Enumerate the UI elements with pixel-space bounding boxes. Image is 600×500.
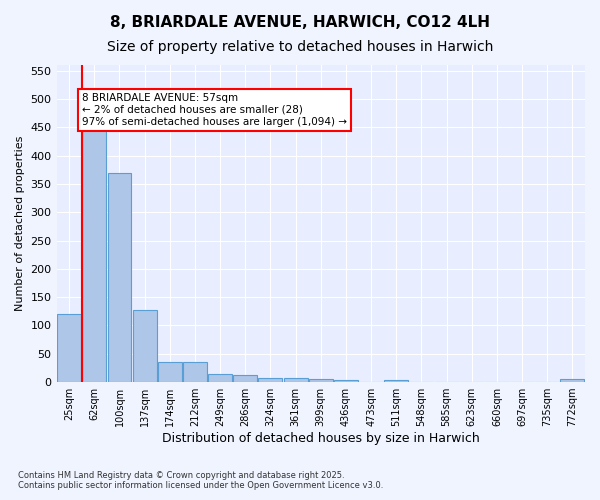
Text: Size of property relative to detached houses in Harwich: Size of property relative to detached ho… [107,40,493,54]
X-axis label: Distribution of detached houses by size in Harwich: Distribution of detached houses by size … [162,432,479,445]
Bar [309,378,333,382]
Bar [284,378,308,382]
Bar [133,310,157,382]
Text: 8 BRIARDALE AVENUE: 57sqm
← 2% of detached houses are smaller (28)
97% of semi-d: 8 BRIARDALE AVENUE: 57sqm ← 2% of detach… [82,94,347,126]
Bar [334,380,358,382]
Bar [82,124,106,382]
Bar [385,380,408,382]
Bar [233,376,257,382]
Bar [259,378,283,382]
Bar [208,374,232,382]
Bar [107,172,131,382]
Text: Contains HM Land Registry data © Crown copyright and database right 2025.
Contai: Contains HM Land Registry data © Crown c… [18,470,383,490]
Y-axis label: Number of detached properties: Number of detached properties [15,136,25,311]
Bar [158,362,182,382]
Bar [57,314,81,382]
Text: 8, BRIARDALE AVENUE, HARWICH, CO12 4LH: 8, BRIARDALE AVENUE, HARWICH, CO12 4LH [110,15,490,30]
Bar [183,362,207,382]
Bar [560,380,584,382]
